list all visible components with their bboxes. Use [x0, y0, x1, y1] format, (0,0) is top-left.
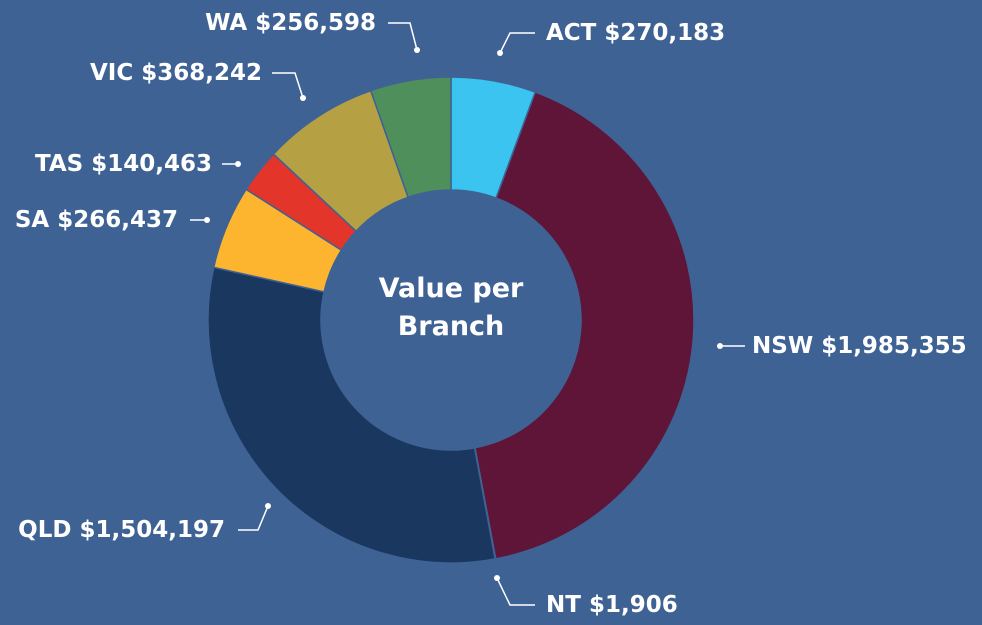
slice-category: SA: [15, 207, 50, 233]
slice-category: VIC: [90, 60, 133, 86]
slice-value: $270,183: [604, 20, 725, 46]
donut-slice: [369, 76, 452, 199]
leader-line: [272, 72, 304, 99]
slice-category: WA: [205, 10, 247, 36]
chart-title: Value per Branch: [378, 273, 524, 342]
slice-value: $256,598: [255, 10, 376, 36]
slice-value: $266,437: [57, 207, 178, 233]
leader-line: [496, 577, 535, 606]
slice-category: TAS: [35, 151, 83, 177]
slice-category: ACT: [546, 20, 597, 46]
leader-dot: [300, 95, 306, 101]
slice-label: VIC $368,242: [90, 60, 262, 86]
slice-label: WA $256,598: [205, 10, 376, 36]
slice-value: $368,242: [141, 60, 262, 86]
leader-dot: [204, 217, 210, 223]
leader-dot: [717, 343, 723, 349]
leader-line: [388, 22, 418, 51]
slice-label: NT $1,906: [546, 592, 678, 618]
slice-value: $140,463: [91, 151, 212, 177]
leader-dot: [265, 503, 271, 509]
donut-slice: [207, 266, 496, 564]
slice-label: ACT $270,183: [546, 20, 725, 46]
slice-category: NT: [546, 592, 581, 618]
slice-value: $1,906: [589, 592, 678, 618]
slice-label: TAS $140,463: [35, 151, 212, 177]
slice-label: QLD $1,504,197: [18, 517, 225, 543]
leader-dot: [235, 161, 241, 167]
slice-value: $1,504,197: [79, 517, 225, 543]
slice-value: $1,985,355: [821, 333, 967, 359]
leader-line: [238, 505, 269, 531]
slice-category: QLD: [18, 517, 71, 543]
leader-dot: [494, 575, 500, 581]
slice-category: NSW: [752, 333, 813, 359]
leader-line: [499, 32, 535, 54]
slice-label: SA $266,437: [15, 207, 178, 233]
leader-dot: [497, 50, 503, 56]
donut-slice: [474, 91, 695, 560]
leader-dot: [414, 47, 420, 53]
slice-label: NSW $1,985,355: [752, 333, 967, 359]
